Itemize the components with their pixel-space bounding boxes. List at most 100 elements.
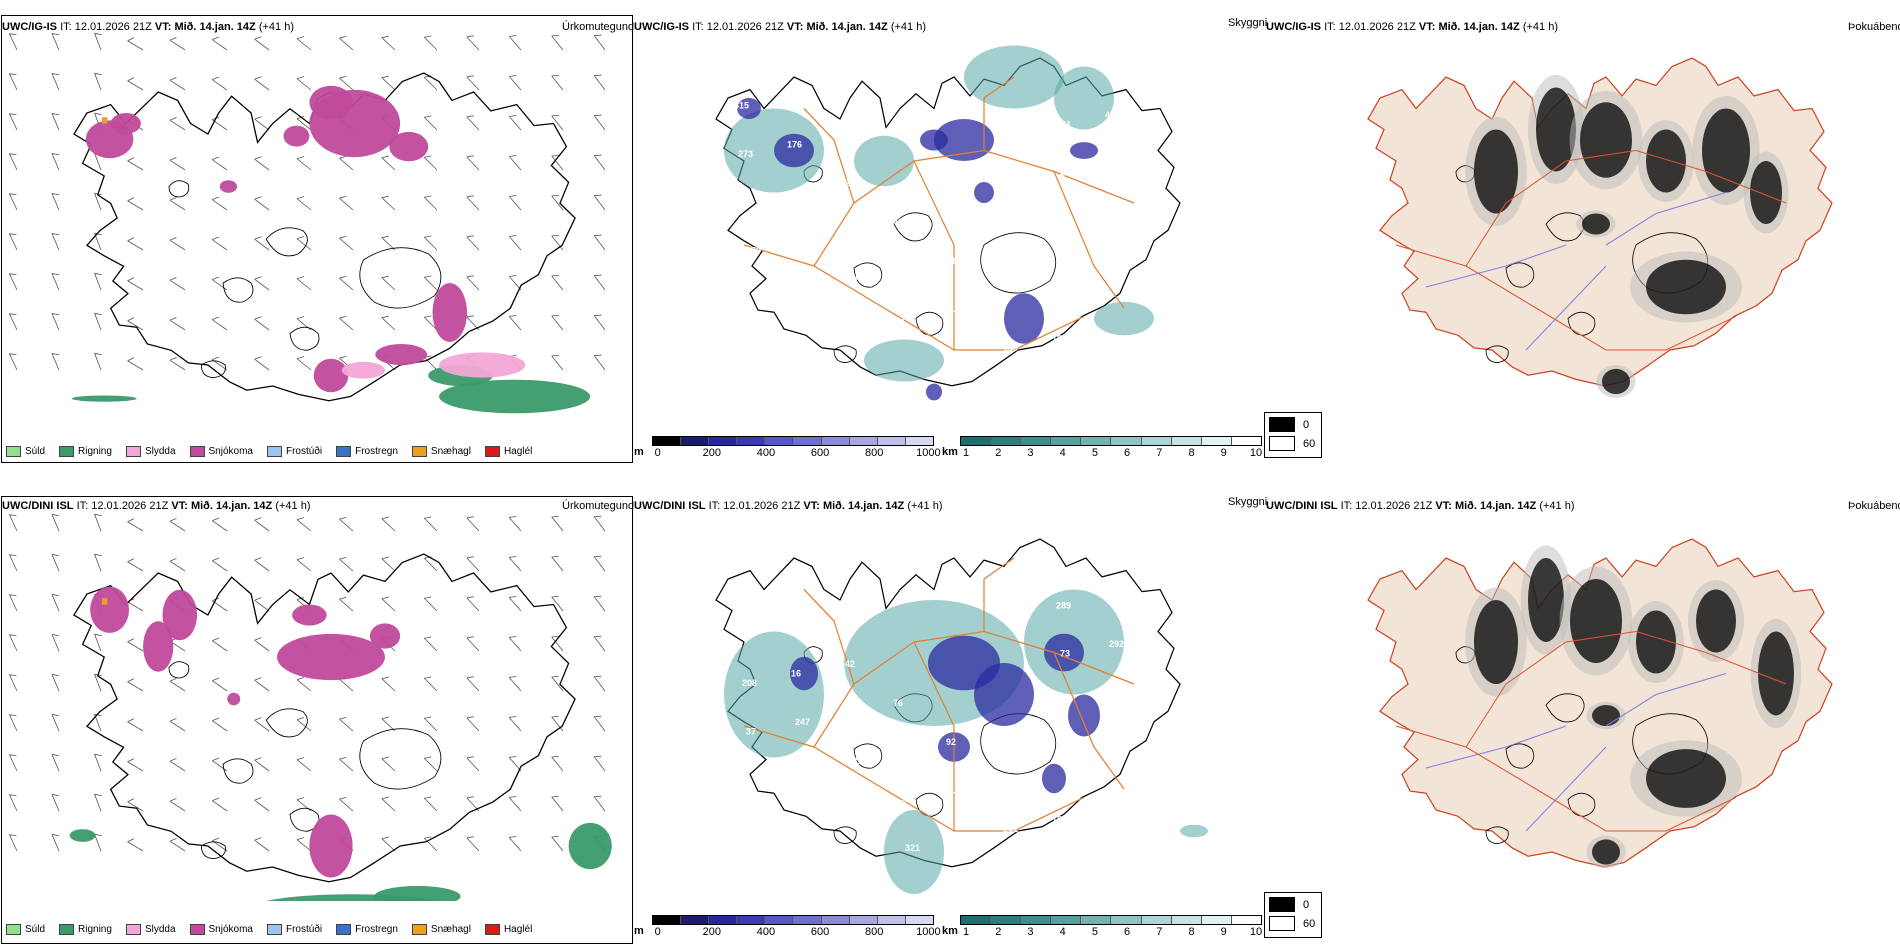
iceland-landmass: 415 176 12 423 218 70 105 403 273 113 124 148 188 180… (715, 45, 1181, 401)
ceiling-value-label: 415 (734, 100, 749, 110)
road (913, 641, 955, 831)
colorbar-cell (765, 916, 794, 924)
fog-shade (1536, 87, 1576, 172)
road (913, 160, 955, 350)
fog-panel-bottom (1266, 496, 1900, 944)
fog-map (1367, 57, 1833, 398)
ceiling-value-label: 76 (893, 698, 903, 708)
precip-type-panel-bottom: Súld Rigning Slydda Snjókoma Frostúði Frostre… (1, 496, 633, 944)
precip-area (974, 663, 1034, 726)
colorbar-unit: km (942, 925, 958, 937)
river (1525, 746, 1607, 832)
river (1425, 244, 1567, 288)
precip-area (313, 358, 349, 393)
precip-area (724, 631, 824, 758)
precip-area (432, 283, 468, 342)
glacier-outline (1567, 311, 1596, 336)
ceiling-value-label: 73 (1060, 649, 1070, 659)
river-network (1425, 191, 1727, 351)
colorbar-cell (1081, 916, 1112, 924)
colorbar-cell (1141, 437, 1172, 445)
ceiling-value-label: 188 (950, 304, 965, 314)
fog-legend-label: 0 (1303, 418, 1310, 431)
colorbar-cell (849, 916, 878, 924)
colorbar-tick: 400 (756, 926, 776, 938)
glacier-outline (359, 247, 442, 309)
glacier-outline (200, 360, 226, 379)
legend-item: Snjókoma (189, 924, 253, 935)
road (743, 725, 1085, 832)
legend-label: Frostúði (285, 924, 323, 935)
road (1395, 244, 1737, 351)
road-network (743, 557, 1135, 832)
ceiling-value-label: 273 (738, 149, 753, 159)
colorbar-tick: 600 (810, 447, 830, 459)
road (803, 589, 855, 685)
iceland-landmass (69, 553, 612, 901)
precip-type-legend: Súld Rigning Slydda Snjókoma Frostúði Frostre… (6, 924, 532, 935)
legend-swatch (189, 446, 205, 457)
legend-label: Slydda (144, 446, 176, 457)
road (813, 630, 1135, 748)
legend-swatch (411, 924, 427, 935)
visibility-colorbar: km 1 2 3 4 5 6 7 8 9 10 (942, 915, 1262, 945)
ceiling-value-label: 180 (1003, 343, 1018, 353)
ceiling-value-label: 208 (742, 678, 757, 688)
glacier-outline (1567, 792, 1596, 817)
colorbar-cell (905, 916, 933, 924)
legend-label: Súld (25, 924, 46, 935)
precip-area (143, 621, 174, 672)
road-network (743, 76, 1135, 351)
ceiling-value-label: 124 (844, 226, 860, 236)
precip-area (292, 604, 327, 626)
visibility-panel-bottom: 930 444 142 76 92 101 168 100 89 16 242 164 187 261 28… (634, 496, 1264, 944)
colorbar-tick: 8 (1188, 447, 1195, 459)
ceiling-value-label: 113 (791, 187, 806, 197)
fog-map (1367, 538, 1833, 869)
precip-area (934, 119, 994, 161)
colorbar-tick: 0 (654, 447, 661, 459)
ceiling-value-label: 164 (897, 746, 913, 756)
glacier-outline (1485, 826, 1509, 845)
fog-shade (1750, 161, 1782, 224)
ceiling-value-label: 172 (848, 756, 863, 766)
precip-area (1068, 694, 1100, 737)
ceiling-value-label: 292 (1109, 639, 1124, 649)
precip-type-map (9, 513, 612, 901)
glacier-outline (289, 326, 320, 351)
fog-legend-label: 60 (1303, 917, 1316, 930)
road (1395, 725, 1737, 832)
ceiling-value-label: 130 (954, 352, 969, 362)
legend-swatch (411, 446, 427, 457)
legend-label: Snæhagl (430, 924, 471, 935)
glacier-outline (265, 227, 308, 257)
fog-shade (1592, 705, 1620, 726)
colorbar-tick: 2 (995, 447, 1002, 459)
colorbar-tick: 3 (1027, 926, 1034, 938)
legend-label: Frostregn (355, 446, 398, 457)
ceiling-value-label: 168 (852, 804, 867, 814)
fog-shade (1580, 102, 1632, 178)
fog-legend-swatch (1269, 417, 1295, 432)
panel-title: UWC/IG-IS IT: 12.01.2026 21Z VT: Mið. 14… (634, 21, 926, 33)
colorbar-cell (991, 916, 1022, 924)
colorbar-cell (653, 916, 682, 924)
precip-area (375, 344, 428, 365)
colorbar-cell (653, 437, 682, 445)
visibility-panel-top: 415 176 12 423 218 70 105 403 273 113 124 148 188 180… (634, 15, 1264, 463)
precip-area (341, 361, 385, 379)
colorbar-cell (1201, 916, 1232, 924)
ceiling-value-label: 105 (1052, 333, 1067, 343)
ceiling-value-label: 247 (795, 717, 810, 727)
road (1053, 652, 1125, 790)
precip-type-panel-top: Súld Rigning Slydda Snjókoma Frostúði Frostre… (1, 15, 633, 463)
legend-item: Frostregn (336, 924, 398, 935)
visibility-map: 930 444 142 76 92 101 168 100 89 16 242 164 187 261 28… (715, 538, 1208, 894)
fog-legend-row: 60 (1269, 916, 1317, 931)
ceiling-value-label: 242 (844, 707, 859, 717)
panel-title: UWC/IG-IS IT: 12.01.2026 21Z VT: Mið. 14… (1266, 21, 1558, 33)
precip-area (974, 182, 994, 203)
legend-item: Haglél (484, 924, 532, 935)
precip-area (854, 135, 914, 187)
fog-legend-label: 0 (1303, 898, 1310, 911)
